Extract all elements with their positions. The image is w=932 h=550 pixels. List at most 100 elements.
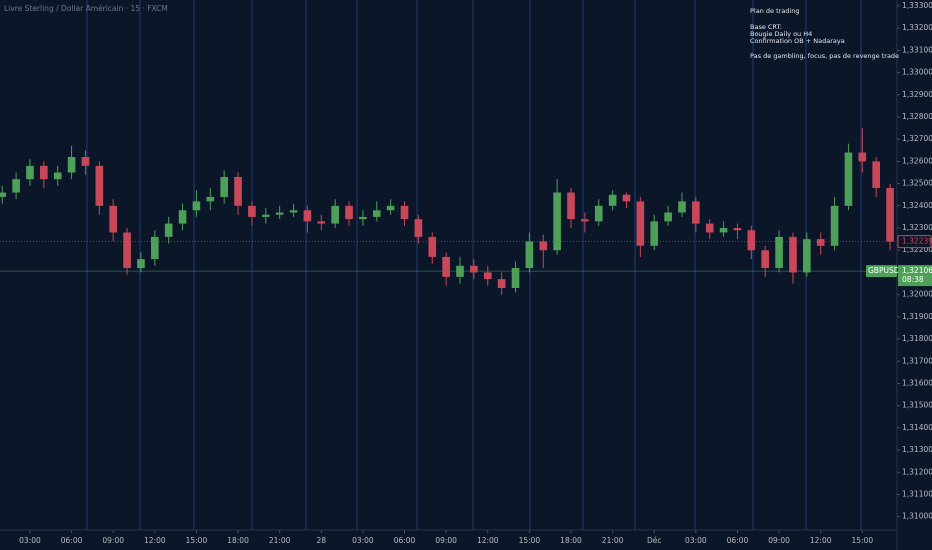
candle-body [483, 272, 492, 280]
candle-body [0, 192, 7, 197]
x-tick-label: 03:00 [352, 536, 374, 545]
annotation-line: Pas de gambling, focus, pas de revenge t… [750, 52, 899, 60]
candle-body [206, 196, 215, 202]
y-tick-label: 1,31200 [902, 467, 932, 476]
candle-body [123, 232, 131, 268]
annotation-line: Bougie Daily ou H4 [750, 30, 812, 38]
candle-body [830, 205, 839, 246]
y-tick-label: 1,31300 [902, 445, 932, 454]
candle-body [622, 194, 631, 202]
candle-body [581, 219, 589, 222]
candle-body [178, 210, 187, 224]
candle-body [372, 210, 381, 217]
x-tick-label: 03:00 [19, 536, 41, 545]
x-tick-label: 12:00 [144, 536, 166, 545]
candle-body [497, 279, 506, 288]
candle-body [26, 165, 34, 180]
annotation-line: Confirmation OB + Nadaraya [750, 37, 845, 45]
candle-body [12, 179, 20, 193]
candle-body [761, 250, 770, 268]
y-tick-label: 1,33100 [902, 45, 932, 54]
candle-body [234, 176, 242, 206]
x-tick-label: 09:00 [768, 536, 790, 545]
candle-body [442, 256, 450, 277]
candle-body [678, 201, 686, 213]
annotation-line: Plan de trading [750, 7, 799, 15]
candle-body [511, 267, 520, 288]
candle-body [261, 214, 270, 217]
x-tick-label: Déc [647, 536, 662, 545]
candle-body [650, 221, 659, 246]
candle-body [95, 165, 104, 206]
x-tick-label: 09:00 [435, 536, 457, 545]
candle-body [359, 216, 367, 220]
candle-body [331, 205, 339, 224]
x-tick-label: 12:00 [477, 536, 499, 545]
y-tick-label: 1,31800 [902, 334, 932, 343]
candle-body [303, 210, 312, 222]
x-tick-label: 15:00 [186, 536, 208, 545]
candle-body [137, 259, 145, 268]
candle-body [567, 192, 575, 220]
y-tick-label: 1,32700 [902, 134, 932, 143]
candle-body [81, 156, 90, 166]
y-tick-label: 1,32900 [902, 90, 932, 99]
symbol-label: GBPUSD [868, 266, 900, 275]
candle-body [747, 230, 756, 251]
y-tick-label: 1,33300 [902, 1, 932, 10]
candle-body [40, 165, 48, 180]
symbol-price-label: 1,32106 [902, 266, 932, 275]
y-tick-label: 1,32300 [902, 223, 932, 232]
candle-body [844, 152, 853, 206]
candle-body [872, 161, 881, 189]
y-tick-label: 1,32800 [902, 112, 932, 121]
candle-body [553, 192, 561, 251]
candle-body [53, 172, 62, 180]
x-tick-label: 12:00 [810, 536, 832, 545]
candle-body [275, 212, 284, 215]
candle-body [317, 221, 326, 224]
candle-body [636, 201, 645, 246]
candle-body [345, 205, 353, 220]
x-tick-label: 06:00 [61, 536, 83, 545]
candle-body [428, 236, 437, 257]
candle-body [775, 236, 783, 268]
y-tick-label: 1,31100 [902, 489, 932, 498]
candle-body [719, 228, 728, 233]
y-tick-label: 1,31500 [902, 401, 932, 410]
candle-body [594, 205, 603, 222]
candle-body [692, 201, 700, 224]
candle-body [816, 239, 825, 246]
symbol-box [866, 265, 897, 278]
y-tick-label: 1,31900 [902, 312, 932, 321]
y-tick-label: 1,32600 [902, 156, 932, 165]
last-price-box [897, 235, 932, 249]
candle-body [608, 194, 617, 206]
y-tick-label: 1,32500 [902, 179, 932, 188]
x-tick-label: 21:00 [269, 536, 291, 545]
candle-body [789, 236, 797, 273]
candle-body [164, 223, 173, 237]
annotation-line: Base CRT: [750, 23, 782, 31]
candle-body [470, 265, 478, 273]
y-tick-label: 1,31400 [902, 423, 932, 432]
x-tick-label: 15:00 [519, 536, 541, 545]
x-tick-label: 09:00 [102, 536, 124, 545]
y-tick-label: 1,33200 [902, 23, 932, 32]
y-tick-label: 1,32000 [902, 290, 932, 299]
x-tick-label: 15:00 [852, 536, 874, 545]
y-tick-label: 1,31700 [902, 356, 932, 365]
y-tick-label: 1,33000 [902, 68, 932, 77]
y-tick-label: 1,32200 [902, 245, 932, 254]
candle-body [456, 265, 464, 277]
candle-body [192, 201, 201, 211]
candle-body [705, 223, 714, 233]
candle-body [400, 205, 409, 220]
symbol-price-box [898, 265, 932, 287]
x-tick-label: 06:00 [727, 536, 749, 545]
annotation: Plan de trading Base CRT: Bougie Daily o… [750, 7, 899, 60]
candle-body [664, 212, 672, 222]
candle-body [289, 210, 298, 213]
candle-body [386, 205, 395, 211]
